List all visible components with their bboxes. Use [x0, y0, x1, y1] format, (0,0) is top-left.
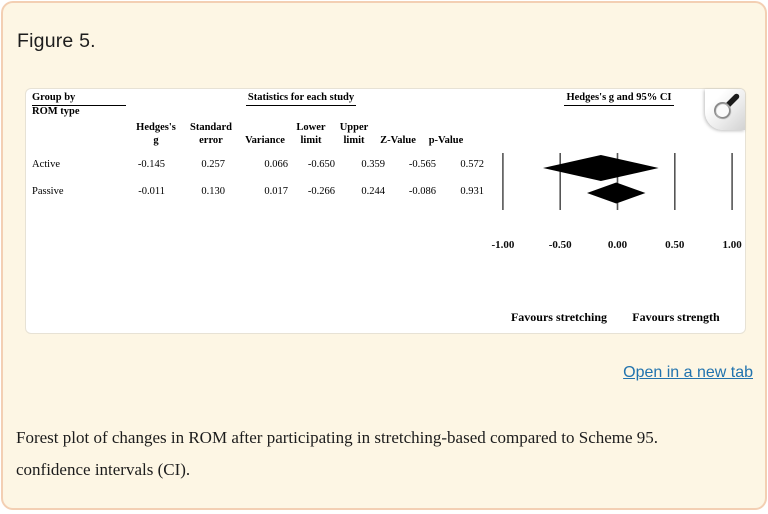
magnifier-icon [714, 93, 740, 120]
plot-stats-header: Statistics for each study [246, 92, 356, 106]
group-by-label: Group by [32, 92, 126, 106]
open-in-new-tab-link[interactable]: Open in a new tab [623, 364, 753, 381]
table-cell: -0.266 [307, 186, 335, 197]
magnifier-button[interactable] [705, 89, 745, 130]
table-cell: -0.011 [138, 186, 165, 197]
column-header-z-value: Z-Value [380, 134, 416, 146]
axis-tick-label: 1.00 [722, 239, 742, 251]
axis-tick-label: -1.00 [491, 239, 514, 251]
table-header-row: Hedges's g Standard error Variance Lower li… [26, 121, 745, 147]
table-cell: 0.359 [361, 159, 385, 170]
row-label: Passive [32, 186, 64, 197]
axis-tick-label: 0.50 [665, 239, 685, 251]
favours-right-label: Favours strength [632, 310, 720, 324]
table-cell: 0.931 [460, 186, 484, 197]
caption-line: confidence intervals (CI). [16, 460, 191, 479]
column-header-variance: Variance [245, 134, 285, 146]
column-header-standard-error: Standard error [189, 122, 232, 146]
row-label: Active [32, 159, 60, 170]
table-cell: 0.244 [361, 186, 385, 197]
table-cell: -0.565 [408, 159, 436, 170]
table-cell: -0.145 [137, 159, 165, 170]
figure-label: Figure 5. [17, 30, 96, 52]
table-cell: 0.130 [201, 186, 225, 197]
plot-group-header: Group by ROM type [32, 92, 126, 118]
table-cell: 0.066 [264, 159, 288, 170]
table-cell: 0.257 [201, 159, 225, 170]
table-cell: -0.650 [307, 159, 335, 170]
table-cell: -0.086 [408, 186, 436, 197]
table-cell: 0.572 [460, 159, 484, 170]
table-cell: 0.017 [264, 186, 288, 197]
table-row-active: Active -0.145 0.257 0.066 -0.650 0.359 -… [26, 158, 745, 171]
axis-tick-label: 0.00 [608, 239, 628, 251]
favours-left-label: Favours stretching [510, 310, 608, 324]
table-row-passive: Passive -0.011 0.130 0.017 -0.266 0.244 … [26, 185, 745, 198]
figure-caption: Forest plot of changes in ROM after part… [16, 422, 756, 486]
rom-type-label: ROM type [32, 106, 80, 117]
column-header-upper-limit: Upper limit [339, 122, 369, 146]
plot-ci-header: Hedges's g and 95% CI [564, 92, 674, 106]
column-header-p-value: p-Value [428, 134, 464, 146]
column-header-lower-limit: Lower limit [296, 122, 326, 146]
caption-line: Forest plot of changes in ROM after part… [16, 428, 659, 447]
axis-tick-label: -0.50 [549, 239, 572, 251]
column-header-hedges-g: Hedges's g [136, 122, 176, 146]
forest-plot-image: Group by ROM type Statistics for each st… [25, 88, 746, 334]
